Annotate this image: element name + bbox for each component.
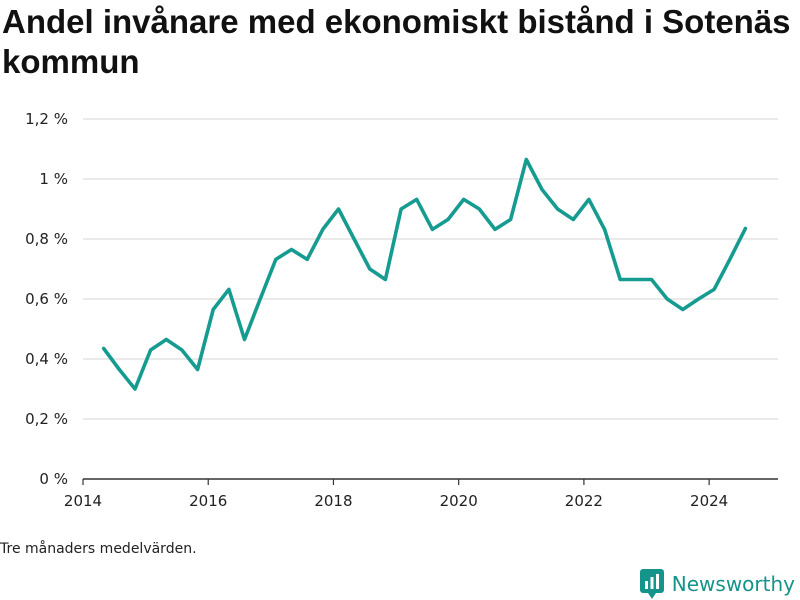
y-tick-label: 0,2 %: [25, 410, 68, 428]
x-tick-label: 2016: [189, 492, 227, 510]
brand-name: Newsworthy: [671, 572, 795, 596]
series-group: [101, 157, 748, 391]
x-tick-label: 2020: [440, 492, 478, 510]
x-tick-label: 2014: [64, 492, 102, 510]
y-tick-label: 0,8 %: [25, 230, 68, 248]
grid-lines: [83, 118, 778, 420]
chart-title: Andel invånare med ekonomiskt bistånd i …: [2, 3, 791, 80]
chart-note: Tre månaders medelvärden.: [0, 541, 197, 557]
y-tick-label: 0 %: [39, 470, 68, 488]
y-tick-label: 0,6 %: [25, 290, 68, 308]
newsworthy-logo-icon: [639, 569, 664, 599]
x-tick-label: 2018: [314, 492, 352, 510]
brand-logo: Newsworthy: [639, 569, 795, 599]
x-tick-label: 2024: [690, 492, 728, 510]
y-tick-label: 1,2 %: [25, 110, 68, 128]
x-tick-label: 2022: [565, 492, 603, 510]
y-axis-ticks: 0 % 0,2 % 0,4 % 0,6 % 0,8 % 1 % 1,2 %: [25, 110, 68, 488]
x-axis: 2014 2016 2018 2020 2022 2024: [64, 478, 778, 510]
y-tick-label: 0,4 %: [25, 350, 68, 368]
series-line: [101, 157, 748, 391]
y-tick-label: 1 %: [39, 170, 68, 188]
